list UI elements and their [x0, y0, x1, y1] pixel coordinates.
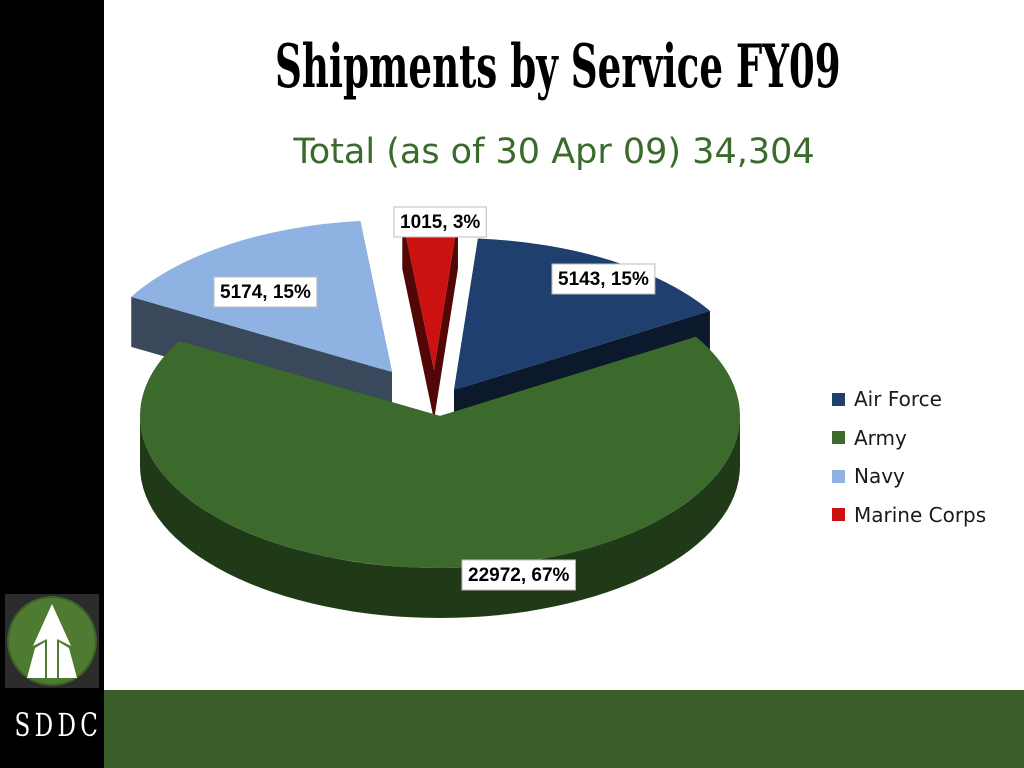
data-label-text: 5174, 15%	[220, 282, 311, 303]
bottom-footer-bar	[104, 690, 1024, 768]
legend-label: Army	[854, 425, 907, 450]
legend-item: Army	[832, 419, 1012, 458]
data-label: 5143, 15%	[551, 263, 656, 295]
chart-legend: Air Force Army Navy Marine Corps	[832, 380, 1012, 534]
sddc-logo	[5, 594, 99, 688]
legend-item: Marine Corps	[832, 496, 1012, 535]
pie-slice-marine-corps	[402, 218, 458, 370]
legend-swatch	[832, 469, 845, 483]
data-label-text: 22972, 67%	[468, 565, 570, 586]
slide-subtitle: Total (as of 30 Apr 09) 34,304	[293, 132, 815, 172]
legend-swatch	[832, 508, 845, 522]
pie-data-labels: 5143, 15% 22972, 67% 5174, 15% 1015, 3%	[213, 206, 656, 591]
legend-swatch	[832, 392, 845, 406]
legend-item: Air Force	[832, 380, 1012, 419]
legend-swatch	[832, 431, 845, 445]
data-label: 22972, 67%	[461, 559, 576, 591]
pie-slice-tops	[131, 218, 741, 568]
data-label-box	[551, 263, 656, 295]
data-label: 1015, 3%	[393, 206, 487, 238]
slide-title: Shipments by Service FY09	[275, 32, 841, 102]
pie-slice-side	[402, 218, 458, 420]
pie-slice-army	[140, 336, 741, 568]
data-label: 5174, 15%	[213, 276, 318, 308]
legend-label: Navy	[854, 464, 905, 489]
legend-label: Air Force	[854, 387, 942, 412]
pie-slice-wall	[402, 218, 434, 420]
data-label-box	[461, 559, 576, 591]
data-label-text: 1015, 3%	[400, 212, 480, 233]
pie-slice-rim	[140, 416, 740, 618]
data-label-text: 5143, 15%	[558, 269, 649, 290]
pie-chart: 5143, 15% 22972, 67% 5174, 15% 1015, 3%	[131, 206, 741, 618]
data-label-box	[393, 206, 487, 238]
data-label-box	[213, 276, 318, 308]
brand-text: SDDC	[14, 706, 103, 744]
arrow-emblem-icon	[7, 596, 97, 686]
legend-item: Navy	[832, 457, 1012, 496]
legend-label: Marine Corps	[854, 502, 987, 527]
pie-slice-wall	[434, 218, 458, 420]
